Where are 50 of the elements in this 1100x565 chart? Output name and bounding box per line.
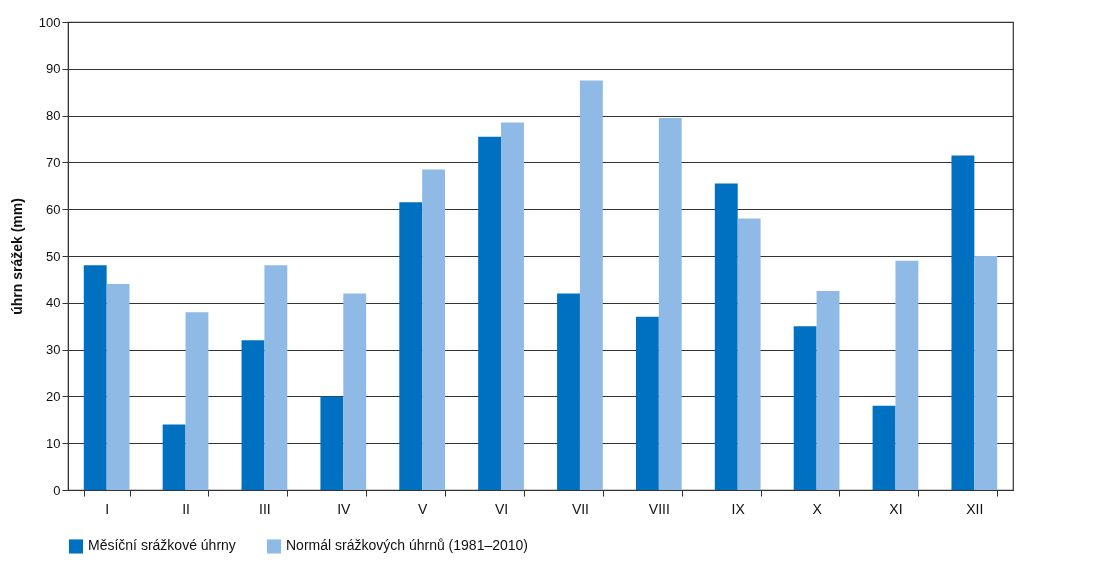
- legend-label: Normál srážkových úhrnů (1981–2010): [286, 537, 529, 554]
- bar: [343, 293, 367, 490]
- bar: [501, 122, 524, 490]
- y-tick-label: 90: [46, 61, 61, 77]
- x-tick-label: I: [105, 500, 110, 517]
- y-tick-label: 40: [46, 295, 61, 311]
- bar: [737, 218, 761, 490]
- bar: [241, 340, 265, 490]
- x-tick-label: VIII: [648, 500, 670, 517]
- bar: [635, 316, 659, 490]
- bar: [951, 155, 975, 490]
- bar: [714, 183, 738, 490]
- y-tick-label: 100: [38, 14, 61, 30]
- x-tick-label: V: [418, 500, 429, 517]
- x-tick-label: II: [182, 500, 190, 517]
- bar: [579, 80, 603, 490]
- y-axis-title: úhrn srážek (mm): [8, 198, 25, 315]
- y-tick-label: 80: [46, 108, 61, 124]
- x-tick-label: XII: [966, 500, 984, 517]
- bar: [106, 284, 130, 490]
- x-tick-label: III: [259, 500, 271, 517]
- bar: [264, 265, 288, 490]
- y-tick-label: 20: [46, 388, 61, 404]
- bar: [658, 117, 682, 490]
- bar: [557, 293, 580, 490]
- bar: [399, 202, 423, 490]
- y-tick-label: 10: [46, 435, 61, 451]
- bar: [974, 256, 998, 490]
- x-tick-label: X: [812, 500, 823, 517]
- bar: [83, 265, 107, 490]
- y-tick-label: 70: [46, 154, 61, 170]
- x-tick-label: VII: [571, 500, 589, 517]
- y-tick-label: 30: [46, 342, 61, 358]
- bar: [793, 326, 817, 490]
- x-tick-label: IX: [731, 500, 746, 517]
- bar: [478, 136, 502, 490]
- y-tick-label: 60: [46, 201, 61, 217]
- y-tick-label: 0: [53, 482, 61, 498]
- bar: [422, 169, 446, 490]
- x-tick-label: XI: [889, 500, 903, 517]
- x-tick-label: IV: [337, 500, 352, 517]
- legend-label: Měsíční srážkové úhrny: [88, 537, 236, 554]
- x-tick-label: VI: [494, 500, 509, 517]
- bar: [816, 291, 840, 490]
- bar: [320, 396, 344, 490]
- bar: [872, 405, 896, 490]
- bar: [162, 424, 186, 490]
- bar: [185, 312, 209, 490]
- bar: [895, 260, 919, 490]
- y-tick-label: 50: [46, 248, 61, 264]
